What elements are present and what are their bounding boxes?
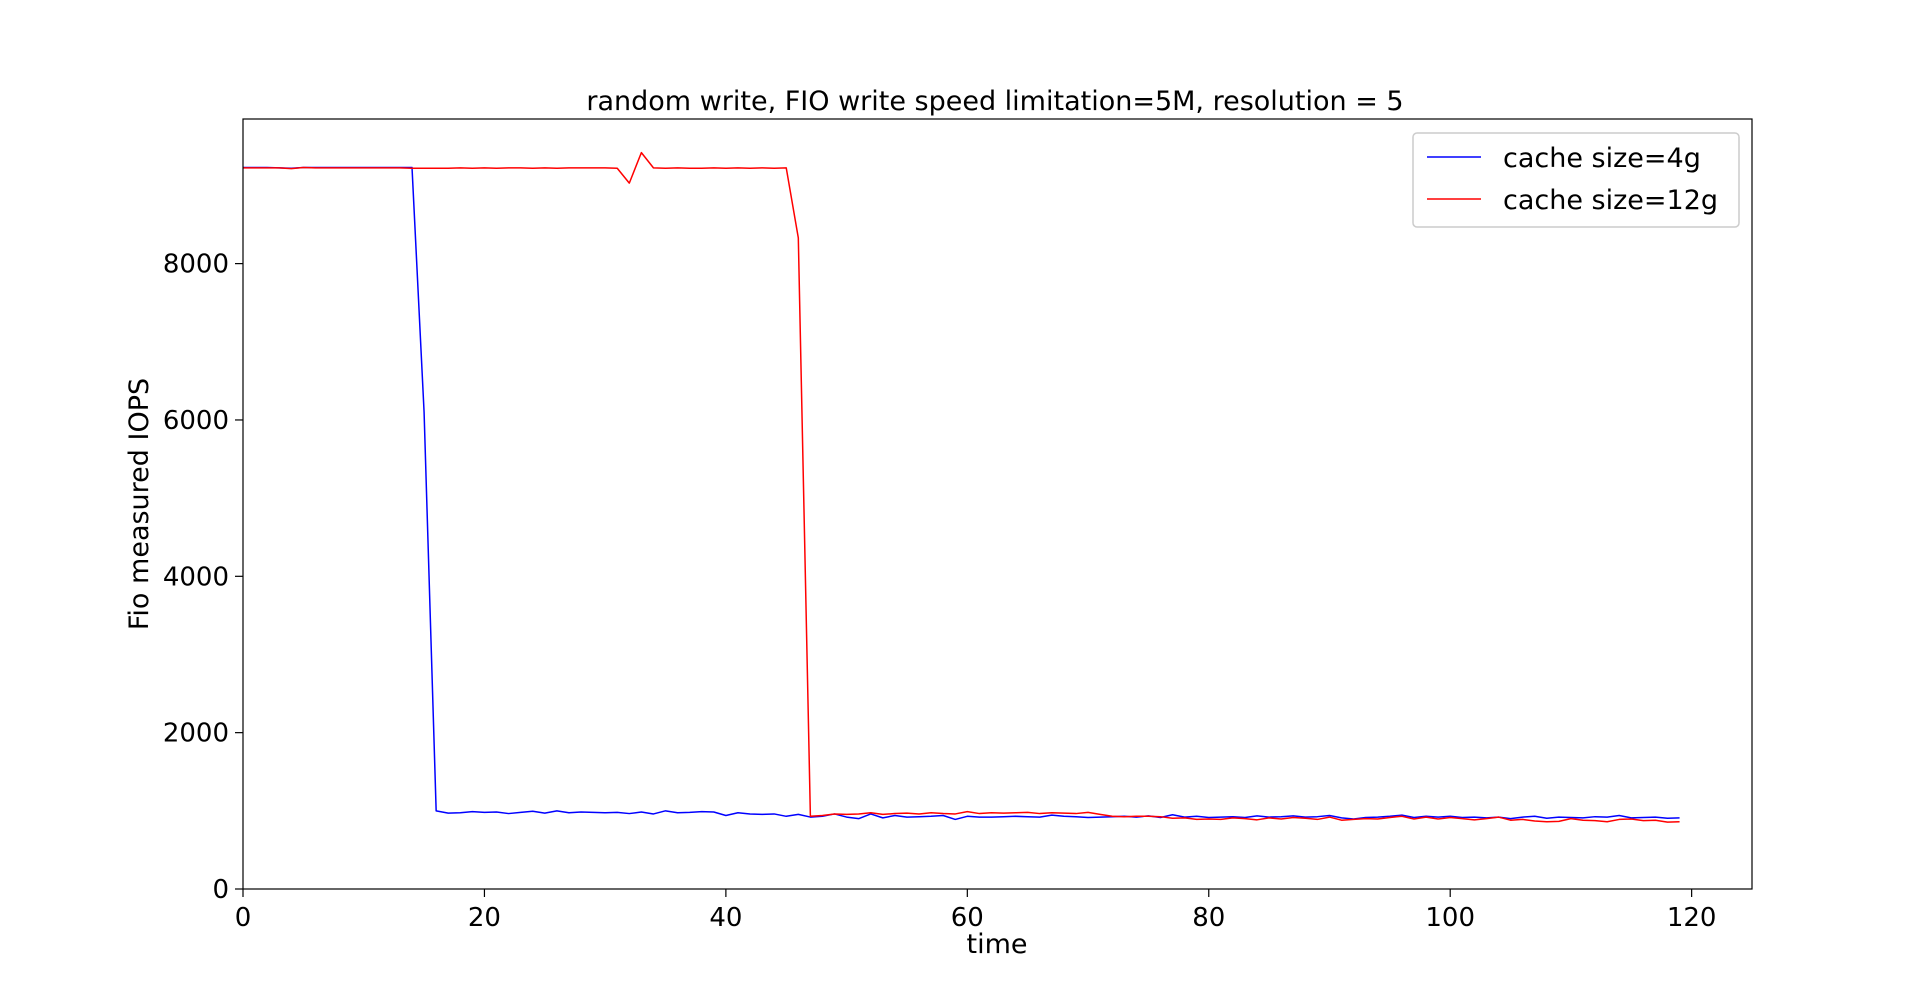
x-tick-label: 0 [235,903,252,933]
y-tick-label: 8000 [163,250,229,280]
x-axis-label: time [966,929,1027,960]
legend-label-cache-4g: cache size=4g [1503,143,1701,174]
x-tick-label: 120 [1667,903,1717,933]
legend-box [1412,132,1740,228]
legend: cache size=4g cache size=12g [1412,132,1740,228]
chart-title: random write, FIO write speed limitation… [586,86,1403,117]
y-axis-label: Fio measured IOPS [124,378,155,630]
series-line-1 [243,151,1680,823]
x-tick-label: 100 [1425,903,1475,933]
axes-frame [242,118,1753,890]
y-tick-label: 4000 [163,562,229,592]
y-axis-ticks: 0 2000 4000 6000 8000 [163,250,243,905]
series-line-0 [243,166,1680,821]
x-tick-label: 40 [709,903,742,933]
plot-area [243,151,1680,823]
y-tick-label: 0 [212,875,229,905]
y-tick-label: 6000 [163,406,229,436]
x-tick-label: 80 [1192,903,1225,933]
legend-label-cache-12g: cache size=12g [1503,185,1718,216]
x-axis-ticks: 0 20 40 60 80 100 120 [235,889,1717,933]
x-tick-label: 60 [951,903,984,933]
y-tick-label: 2000 [163,719,229,749]
x-tick-label: 20 [468,903,501,933]
